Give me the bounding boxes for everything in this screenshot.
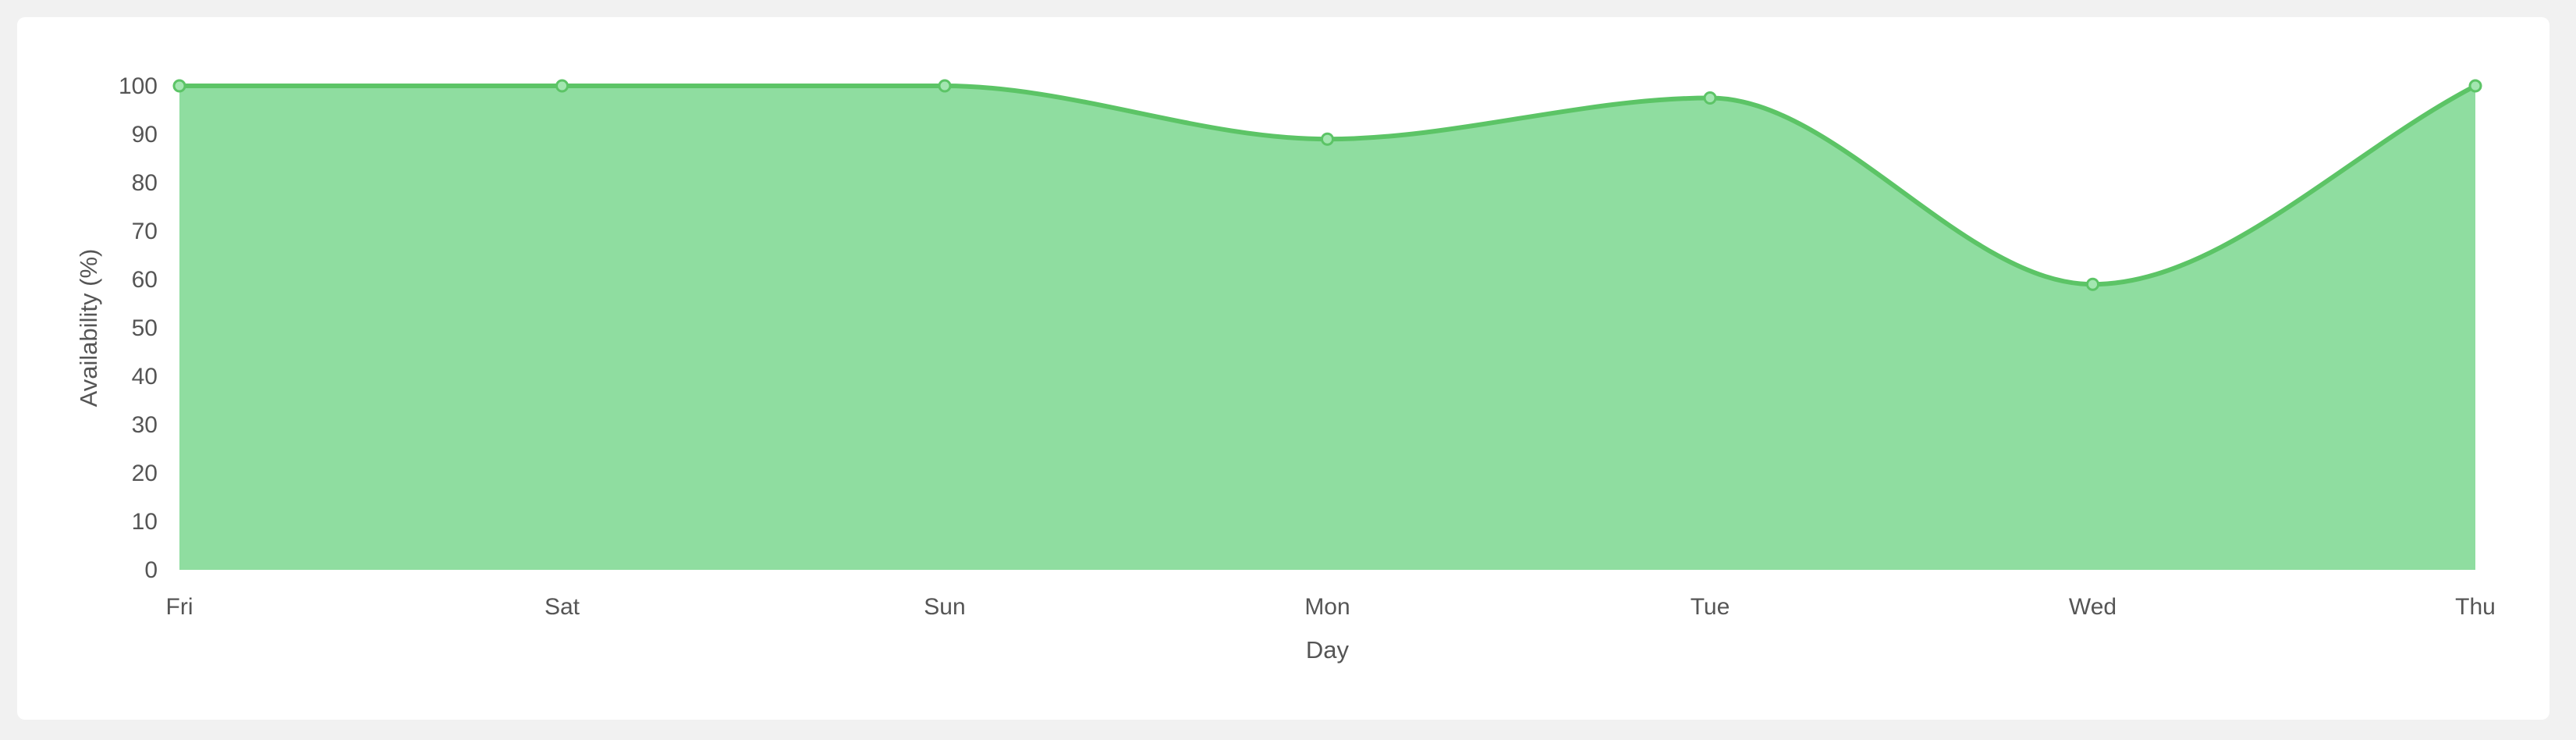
y-tick-label: 10 <box>132 509 158 535</box>
data-point-sun[interactable] <box>938 79 952 93</box>
y-tick-label: 30 <box>132 412 158 438</box>
x-tick-label: Sun <box>924 594 965 620</box>
x-tick-label: Thu <box>2455 594 2496 620</box>
y-tick-label: 60 <box>132 267 158 293</box>
data-point-mon[interactable] <box>1321 132 1334 146</box>
y-tick-label: 100 <box>119 73 158 99</box>
data-point-sat[interactable] <box>555 79 569 93</box>
data-point-tue[interactable] <box>1703 91 1717 105</box>
y-tick-label: 40 <box>132 364 158 390</box>
x-tick-label: Tue <box>1691 594 1730 620</box>
x-axis-ticks: Fri Sat Sun Mon Tue Wed Thu <box>166 594 2496 620</box>
y-tick-label: 50 <box>132 315 158 341</box>
x-tick-label: Wed <box>2069 594 2117 620</box>
x-tick-label: Mon <box>1304 594 1350 620</box>
x-tick-label: Fri <box>166 594 193 620</box>
y-tick-label: 0 <box>144 557 158 583</box>
data-points <box>172 79 2482 291</box>
data-point-thu[interactable] <box>2468 79 2482 93</box>
data-point-fri[interactable] <box>172 79 186 93</box>
y-tick-label: 20 <box>132 461 158 486</box>
data-point-wed[interactable] <box>2086 277 2099 291</box>
x-axis-title: Day <box>1306 636 1350 664</box>
y-tick-label: 70 <box>132 219 158 244</box>
y-tick-label: 80 <box>132 170 158 196</box>
x-tick-label: Sat <box>545 594 580 620</box>
y-tick-label: 90 <box>132 122 158 148</box>
y-axis-title: Availability (%) <box>75 249 102 407</box>
area-fill <box>179 86 2475 570</box>
y-axis-ticks: 0 10 20 30 40 50 60 70 80 90 100 <box>119 73 158 583</box>
